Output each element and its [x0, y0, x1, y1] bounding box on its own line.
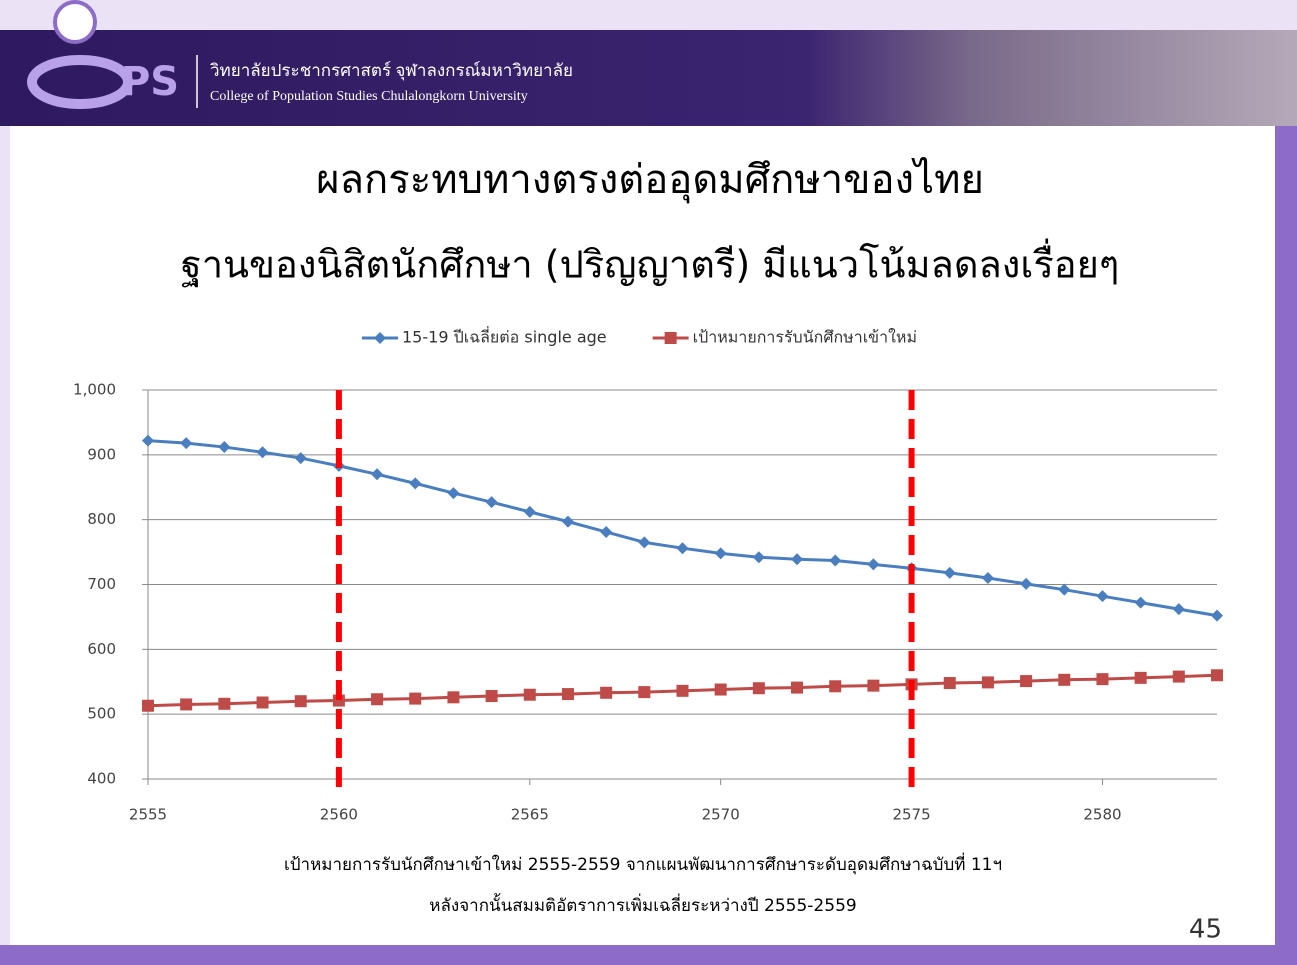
- x-tick-label: 2575: [892, 806, 930, 824]
- marker: [600, 686, 613, 699]
- thai-name: วิทยาลัยประชากรศาสตร์ จุฬาลงกรณ์มหาวิทยา…: [210, 61, 573, 81]
- legend-label: เป้าหมายการรับนักศึกษาเข้าใหม่: [693, 328, 917, 347]
- marker: [1058, 673, 1071, 686]
- logo: PS: [27, 0, 179, 109]
- legend-marker: [374, 332, 386, 344]
- marker: [1058, 583, 1071, 596]
- marker: [714, 547, 727, 560]
- marker: [561, 688, 574, 701]
- marker: [1172, 670, 1185, 683]
- right-border: [1275, 125, 1297, 965]
- marker: [218, 441, 231, 454]
- legend-label: 15-19 ปีเฉลี่ยต่อ single age: [402, 326, 607, 347]
- x-tick-label: 2580: [1083, 806, 1121, 824]
- legend-marker: [664, 332, 677, 344]
- marker: [409, 477, 422, 490]
- english-name: College of Population Studies Chulalongk…: [210, 89, 528, 104]
- marker: [1020, 675, 1033, 688]
- marker: [180, 698, 193, 711]
- marker: [752, 551, 765, 564]
- marker: [676, 684, 689, 697]
- marker: [676, 542, 689, 555]
- marker: [1096, 673, 1109, 686]
- x-tick-label: 2555: [129, 806, 167, 824]
- marker: [867, 558, 880, 571]
- y-tick-label: 800: [87, 510, 116, 528]
- marker: [981, 572, 994, 585]
- marker: [752, 682, 765, 695]
- logo-text: PS: [121, 59, 179, 105]
- y-tick-label: 400: [87, 770, 116, 788]
- y-tick-label: 900: [87, 445, 116, 463]
- note: หลังจากนั้นสมมติอัตราการเพิ่มเฉลี่ยระหว่…: [429, 893, 856, 916]
- marker: [256, 696, 269, 709]
- marker: [1211, 669, 1223, 682]
- content-area: [10, 125, 1275, 945]
- marker: [714, 683, 727, 696]
- marker: [294, 695, 307, 708]
- page-number: 45: [1189, 915, 1222, 945]
- marker: [523, 505, 536, 518]
- y-tick-label: 1,000: [73, 381, 116, 399]
- marker: [1211, 609, 1223, 622]
- x-tick-label: 2570: [702, 806, 740, 824]
- marker: [218, 697, 231, 710]
- marker: [561, 515, 574, 528]
- chart: 400 500 600 700 800 900 1,000 2555 2560 2565 2570 2…: [73, 326, 1223, 824]
- y-tick-label: 700: [87, 575, 116, 593]
- y-tick-label: 600: [87, 640, 116, 658]
- marker: [180, 437, 193, 450]
- marker: [485, 496, 498, 509]
- marker: [523, 688, 536, 701]
- marker: [409, 692, 422, 705]
- marker: [1020, 577, 1033, 590]
- marker: [1096, 590, 1109, 603]
- x-tick-label: 2565: [511, 806, 549, 824]
- marker: [1172, 603, 1185, 616]
- marker: [791, 553, 804, 566]
- marker: [142, 699, 154, 712]
- marker: [638, 536, 651, 549]
- marker: [1134, 596, 1147, 609]
- bottom-border: [0, 945, 1297, 965]
- marker: [142, 434, 154, 447]
- note: เป้าหมายการรับนักศึกษาเข้าใหม่ 2555-2559…: [284, 852, 1002, 875]
- marker: [829, 680, 842, 693]
- marker: [981, 676, 994, 689]
- marker: [294, 452, 307, 465]
- marker: [371, 693, 384, 706]
- marker: [600, 525, 613, 538]
- header-band: [0, 30, 1297, 126]
- marker: [791, 681, 804, 694]
- subtitle: ฐานของนิสิตนักศึกษา (ปริญญาตรี) มีแนวโน้…: [181, 239, 1120, 288]
- marker: [447, 487, 460, 500]
- marker: [829, 554, 842, 567]
- y-tick-label: 500: [87, 705, 116, 723]
- marker: [943, 677, 956, 690]
- marker: [943, 566, 956, 579]
- marker: [867, 679, 880, 692]
- marker: [447, 691, 460, 704]
- marker: [256, 446, 269, 459]
- title: ผลกระทบทางตรงต่ออุดมศึกษาของไทย: [316, 157, 984, 204]
- marker: [371, 468, 384, 481]
- marker: [638, 686, 651, 699]
- marker: [1134, 671, 1147, 684]
- x-tick-label: 2560: [320, 806, 358, 824]
- marker: [485, 690, 498, 703]
